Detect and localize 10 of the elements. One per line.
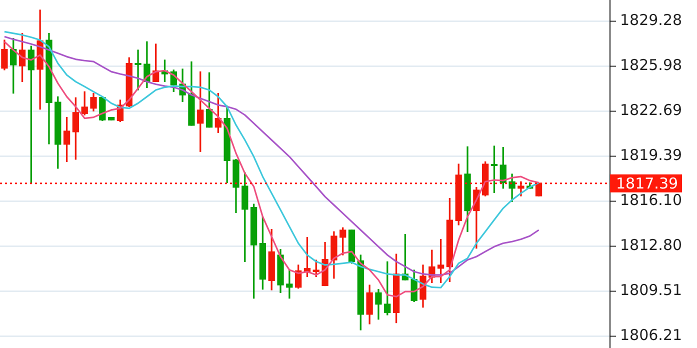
y-tick-label: 1819.39 — [620, 146, 682, 164]
y-tick-label: 1812.80 — [620, 236, 682, 254]
y-tick-label: 1825.98 — [620, 56, 682, 74]
y-tick-label: 1806.21 — [620, 326, 682, 344]
candlestick — [108, 116, 115, 120]
y-tick-label: 1809.51 — [620, 280, 682, 299]
ref-line-label: 1817.39 — [616, 174, 678, 192]
y-tick-label: 1816.10 — [620, 190, 682, 209]
y-tick-label: 1829.28 — [620, 10, 682, 29]
y-tick-label: 1822.69 — [620, 100, 682, 119]
